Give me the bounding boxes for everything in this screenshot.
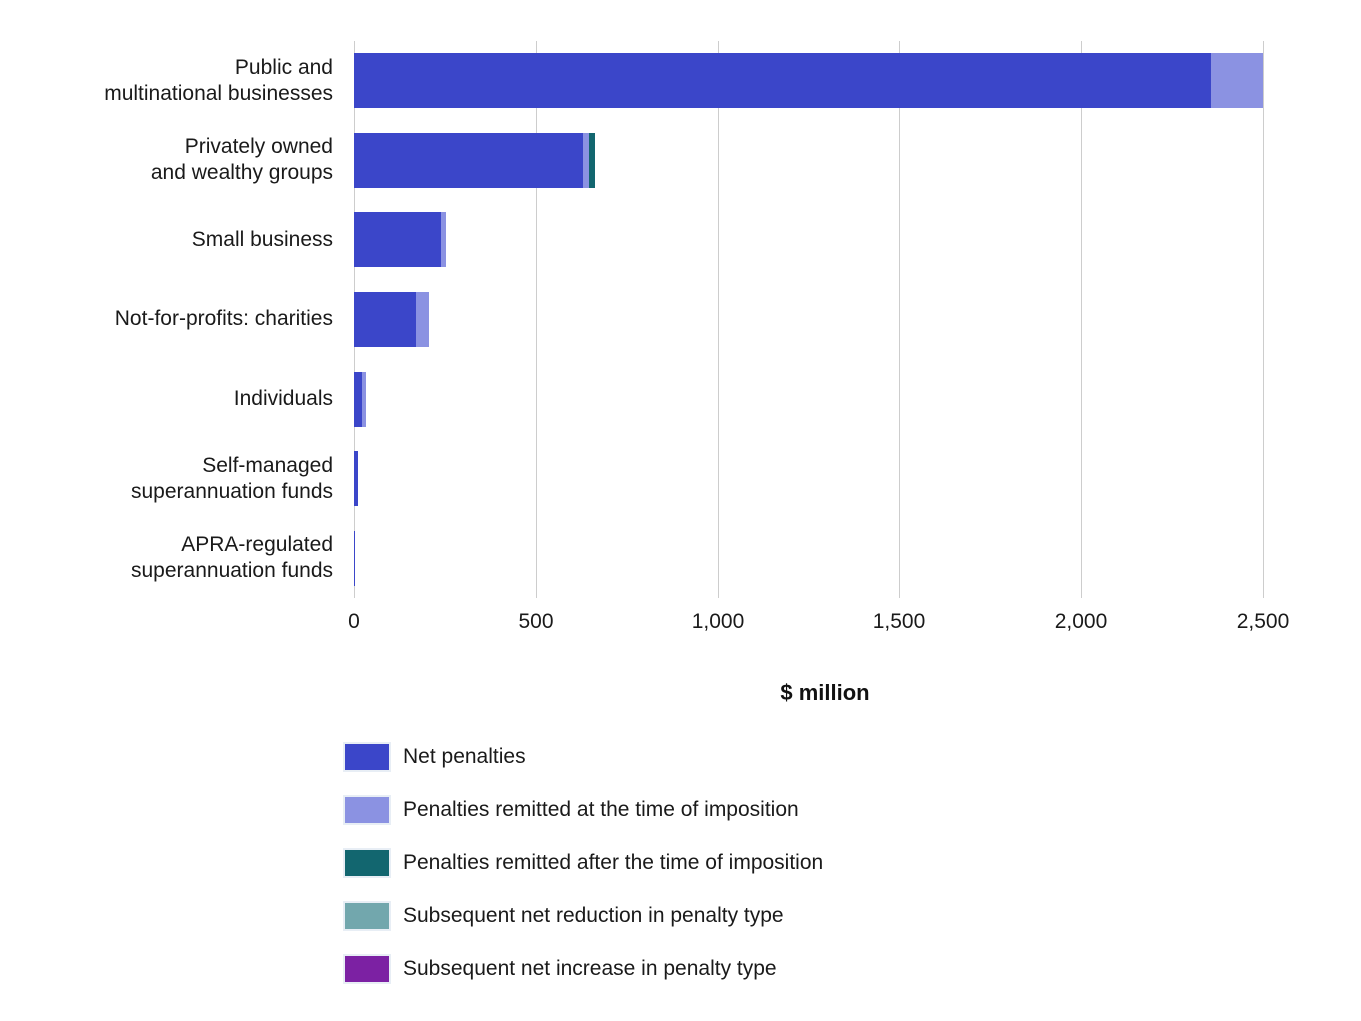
bar-row [354,530,356,586]
bar-segment [354,530,356,586]
plot-area [354,41,1296,598]
category-label: Self-managed superannuation funds [131,453,333,503]
gridline-1,500 [899,41,900,598]
category-label: Individuals [233,387,333,411]
legend-item: Penalties remitted at the time of imposi… [345,797,823,823]
bar-segment [354,371,363,427]
gridline-1,000 [718,41,719,598]
legend-item: Penalties remitted after the time of imp… [345,850,823,876]
legend-swatch-icon [345,850,389,876]
legend-item: Subsequent net reduction in penalty type [345,903,823,929]
legend-item: Subsequent net increase in penalty type [345,956,823,982]
x-tick-label: 1,500 [872,610,926,633]
gridline-500 [536,41,537,598]
legend-swatch-icon [345,956,389,982]
x-tick-label: 0 [348,610,360,633]
gridline-2,000 [1081,41,1082,598]
legend-label: Subsequent net increase in penalty type [403,957,777,980]
x-axis: 0 500 1,000 1,500 2,000 2,500 [348,610,1296,644]
bar-segment [416,292,430,347]
legend-label: Penalties remitted at the time of imposi… [403,798,799,821]
bar-segment [1211,53,1263,109]
bar-segment [362,371,366,427]
x-tick-label: 2,500 [1236,610,1290,633]
category-label: Small business [191,227,333,251]
bar-segment [583,132,590,188]
gridline-2,500 [1263,41,1264,598]
bar-row [354,132,595,188]
bar-segment [354,292,417,347]
legend: Net penalties Penalties remitted at the t… [345,744,823,1009]
legend-swatch-icon [345,903,389,929]
category-label: Public and multinational businesses [104,55,333,105]
bar-segment [354,132,584,188]
x-tick-label: 2,000 [1054,610,1108,633]
category-label: APRA-regulated superannuation funds [131,533,333,583]
bar-segment [354,212,441,268]
bar-row [354,212,447,268]
legend-item: Net penalties [345,744,823,770]
bar-segment [589,132,595,188]
category-label: Not-for-profits: charities [114,307,333,331]
bar-segment [354,53,1211,109]
legend-label: Penalties remitted after the time of imp… [403,851,824,874]
bar-row [354,53,1263,109]
legend-label: Subsequent net reduction in penalty type [403,904,784,927]
bar-row [354,371,366,427]
category-label: Privately owned and wealthy groups [150,135,333,185]
legend-swatch-icon [345,744,389,770]
bar-row [354,451,358,507]
y-axis-category-labels: Public and multinational businesses Priva… [0,41,333,598]
bar-row [354,292,430,347]
x-tick-label: 500 [518,610,554,633]
legend-label: Net penalties [403,745,526,768]
bar-segment [354,451,358,507]
bar-segment [440,212,447,268]
x-tick-label: 1,000 [691,610,745,633]
legend-swatch-icon [345,797,389,823]
x-axis-title: $ million [780,680,870,705]
